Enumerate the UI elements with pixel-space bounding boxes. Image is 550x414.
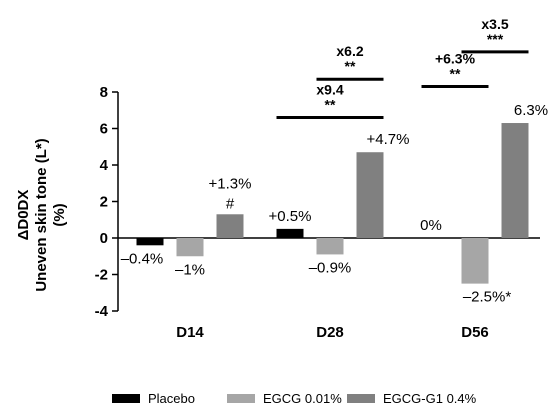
bar <box>276 228 304 238</box>
y-tick-label: 2 <box>100 194 108 211</box>
legend-swatch <box>112 394 140 403</box>
category-labels: D14 D28 D56 <box>176 324 489 341</box>
data-label: –1% <box>175 261 205 278</box>
legend-swatch <box>347 394 375 403</box>
legend-label: Placebo <box>148 391 195 406</box>
bar <box>216 214 244 238</box>
data-label: +1.3% <box>209 175 252 192</box>
y-tick-label: -2 <box>95 267 108 284</box>
data-label: –0.4% <box>121 250 164 267</box>
comparison-label: x6.2 <box>336 43 363 59</box>
data-label: –2.5%* <box>463 289 512 306</box>
bar <box>316 238 344 255</box>
bar <box>501 123 529 238</box>
y-tick-label: 0 <box>100 230 108 247</box>
category-label: D56 <box>461 324 489 341</box>
data-label: –0.9% <box>309 259 352 276</box>
category-label: D14 <box>176 324 204 341</box>
y-axis-title-line: ΔD0DX <box>15 190 32 241</box>
data-label: # <box>226 195 235 212</box>
data-label: 6.3% <box>514 102 548 119</box>
data-labels: –0.4% +0.5% 0% –1% –0.9% –2.5%* +1.3% # +4.7% 6.3… <box>121 102 548 306</box>
category-label: D28 <box>316 324 344 341</box>
y-axis: -4 -2 0 2 4 6 8 <box>95 84 540 320</box>
bar <box>136 238 164 246</box>
significance-stars: ** <box>325 97 336 113</box>
y-axis-label: ΔD0DX Uneven skin tone (L*) (%) <box>15 138 68 291</box>
legend-label: EGCG 0.01% <box>263 391 342 406</box>
legend: Placebo EGCG 0.01% EGCG-G1 0.4% <box>112 391 477 406</box>
bar <box>461 238 489 284</box>
y-tick-label: 8 <box>100 84 108 101</box>
y-axis-title-line: Uneven skin tone (L*) <box>33 138 50 291</box>
comparison-brackets: **x9.4**x6.2**+6.3%***x3.5 <box>276 16 529 120</box>
significance-stars: ** <box>450 66 461 82</box>
bar <box>176 238 204 257</box>
y-axis-title-line: (%) <box>51 203 68 226</box>
comparison-label: x9.4 <box>316 82 343 98</box>
significance-stars: *** <box>487 31 504 47</box>
y-tick-label: -4 <box>95 303 109 320</box>
bars <box>136 123 529 284</box>
legend-label: EGCG-G1 0.4% <box>383 391 477 406</box>
y-tick-label: 6 <box>100 121 108 138</box>
bar <box>356 152 384 238</box>
comparison-label: +6.3% <box>435 51 476 67</box>
significance-stars: ** <box>345 58 356 74</box>
data-label: +4.7% <box>367 131 410 148</box>
y-tick-label: 4 <box>100 157 109 174</box>
data-label: 0% <box>420 217 442 234</box>
legend-swatch <box>227 394 255 403</box>
comparison-label: x3.5 <box>481 16 508 32</box>
data-label: +0.5% <box>269 208 312 225</box>
